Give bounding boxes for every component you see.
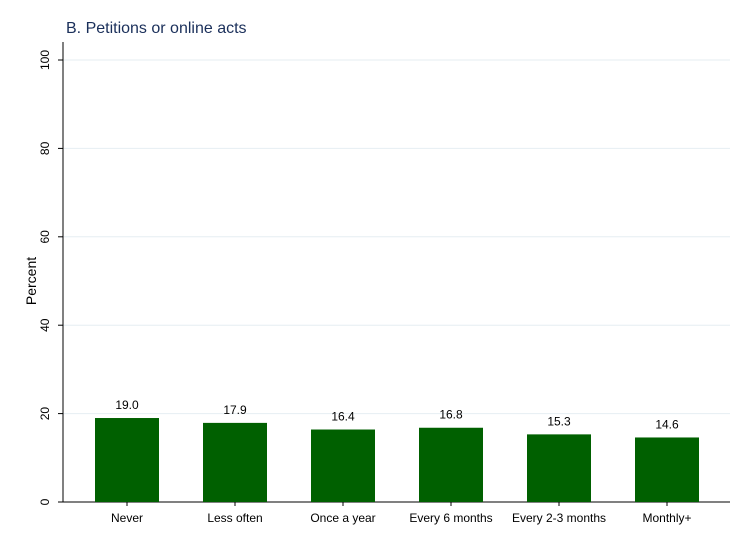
bars bbox=[95, 418, 699, 502]
bar bbox=[635, 437, 699, 502]
chart-title: B. Petitions or online acts bbox=[66, 20, 247, 37]
y-axis-label: Percent bbox=[23, 257, 39, 305]
bar-value-label: 19.0 bbox=[115, 398, 139, 412]
x-category-label: Every 6 months bbox=[409, 511, 492, 525]
bar bbox=[527, 434, 591, 502]
x-category-labels: Never Less often Once a year Every 6 months… bbox=[111, 502, 692, 525]
bar-value-label: 16.4 bbox=[331, 410, 355, 424]
bar bbox=[419, 427, 483, 502]
y-tick-label: 80 bbox=[38, 141, 52, 155]
bar-value-label: 15.3 bbox=[547, 414, 571, 428]
y-tick-label: 0 bbox=[38, 498, 52, 505]
bar-value-label: 16.8 bbox=[439, 408, 463, 422]
y-tick-label: 40 bbox=[38, 318, 52, 332]
bar bbox=[203, 422, 267, 502]
y-ticks: 0 20 40 60 80 100 bbox=[38, 50, 63, 505]
gridlines bbox=[63, 59, 730, 415]
y-tick-label: 60 bbox=[38, 230, 52, 244]
data-labels: 19.0 17.9 16.4 16.8 15.3 14.6 bbox=[115, 398, 679, 431]
bar bbox=[95, 418, 159, 502]
y-tick-label: 20 bbox=[38, 407, 52, 421]
x-category-label: Every 2-3 months bbox=[512, 511, 606, 525]
x-category-label: Never bbox=[111, 511, 143, 525]
x-category-label: Monthly+ bbox=[642, 511, 691, 525]
bar-value-label: 14.6 bbox=[655, 417, 679, 431]
bar bbox=[311, 429, 375, 502]
x-category-label: Once a year bbox=[310, 511, 375, 525]
x-category-label: Less often bbox=[207, 511, 262, 525]
bar-value-label: 17.9 bbox=[223, 403, 247, 417]
y-tick-label: 100 bbox=[38, 50, 52, 70]
